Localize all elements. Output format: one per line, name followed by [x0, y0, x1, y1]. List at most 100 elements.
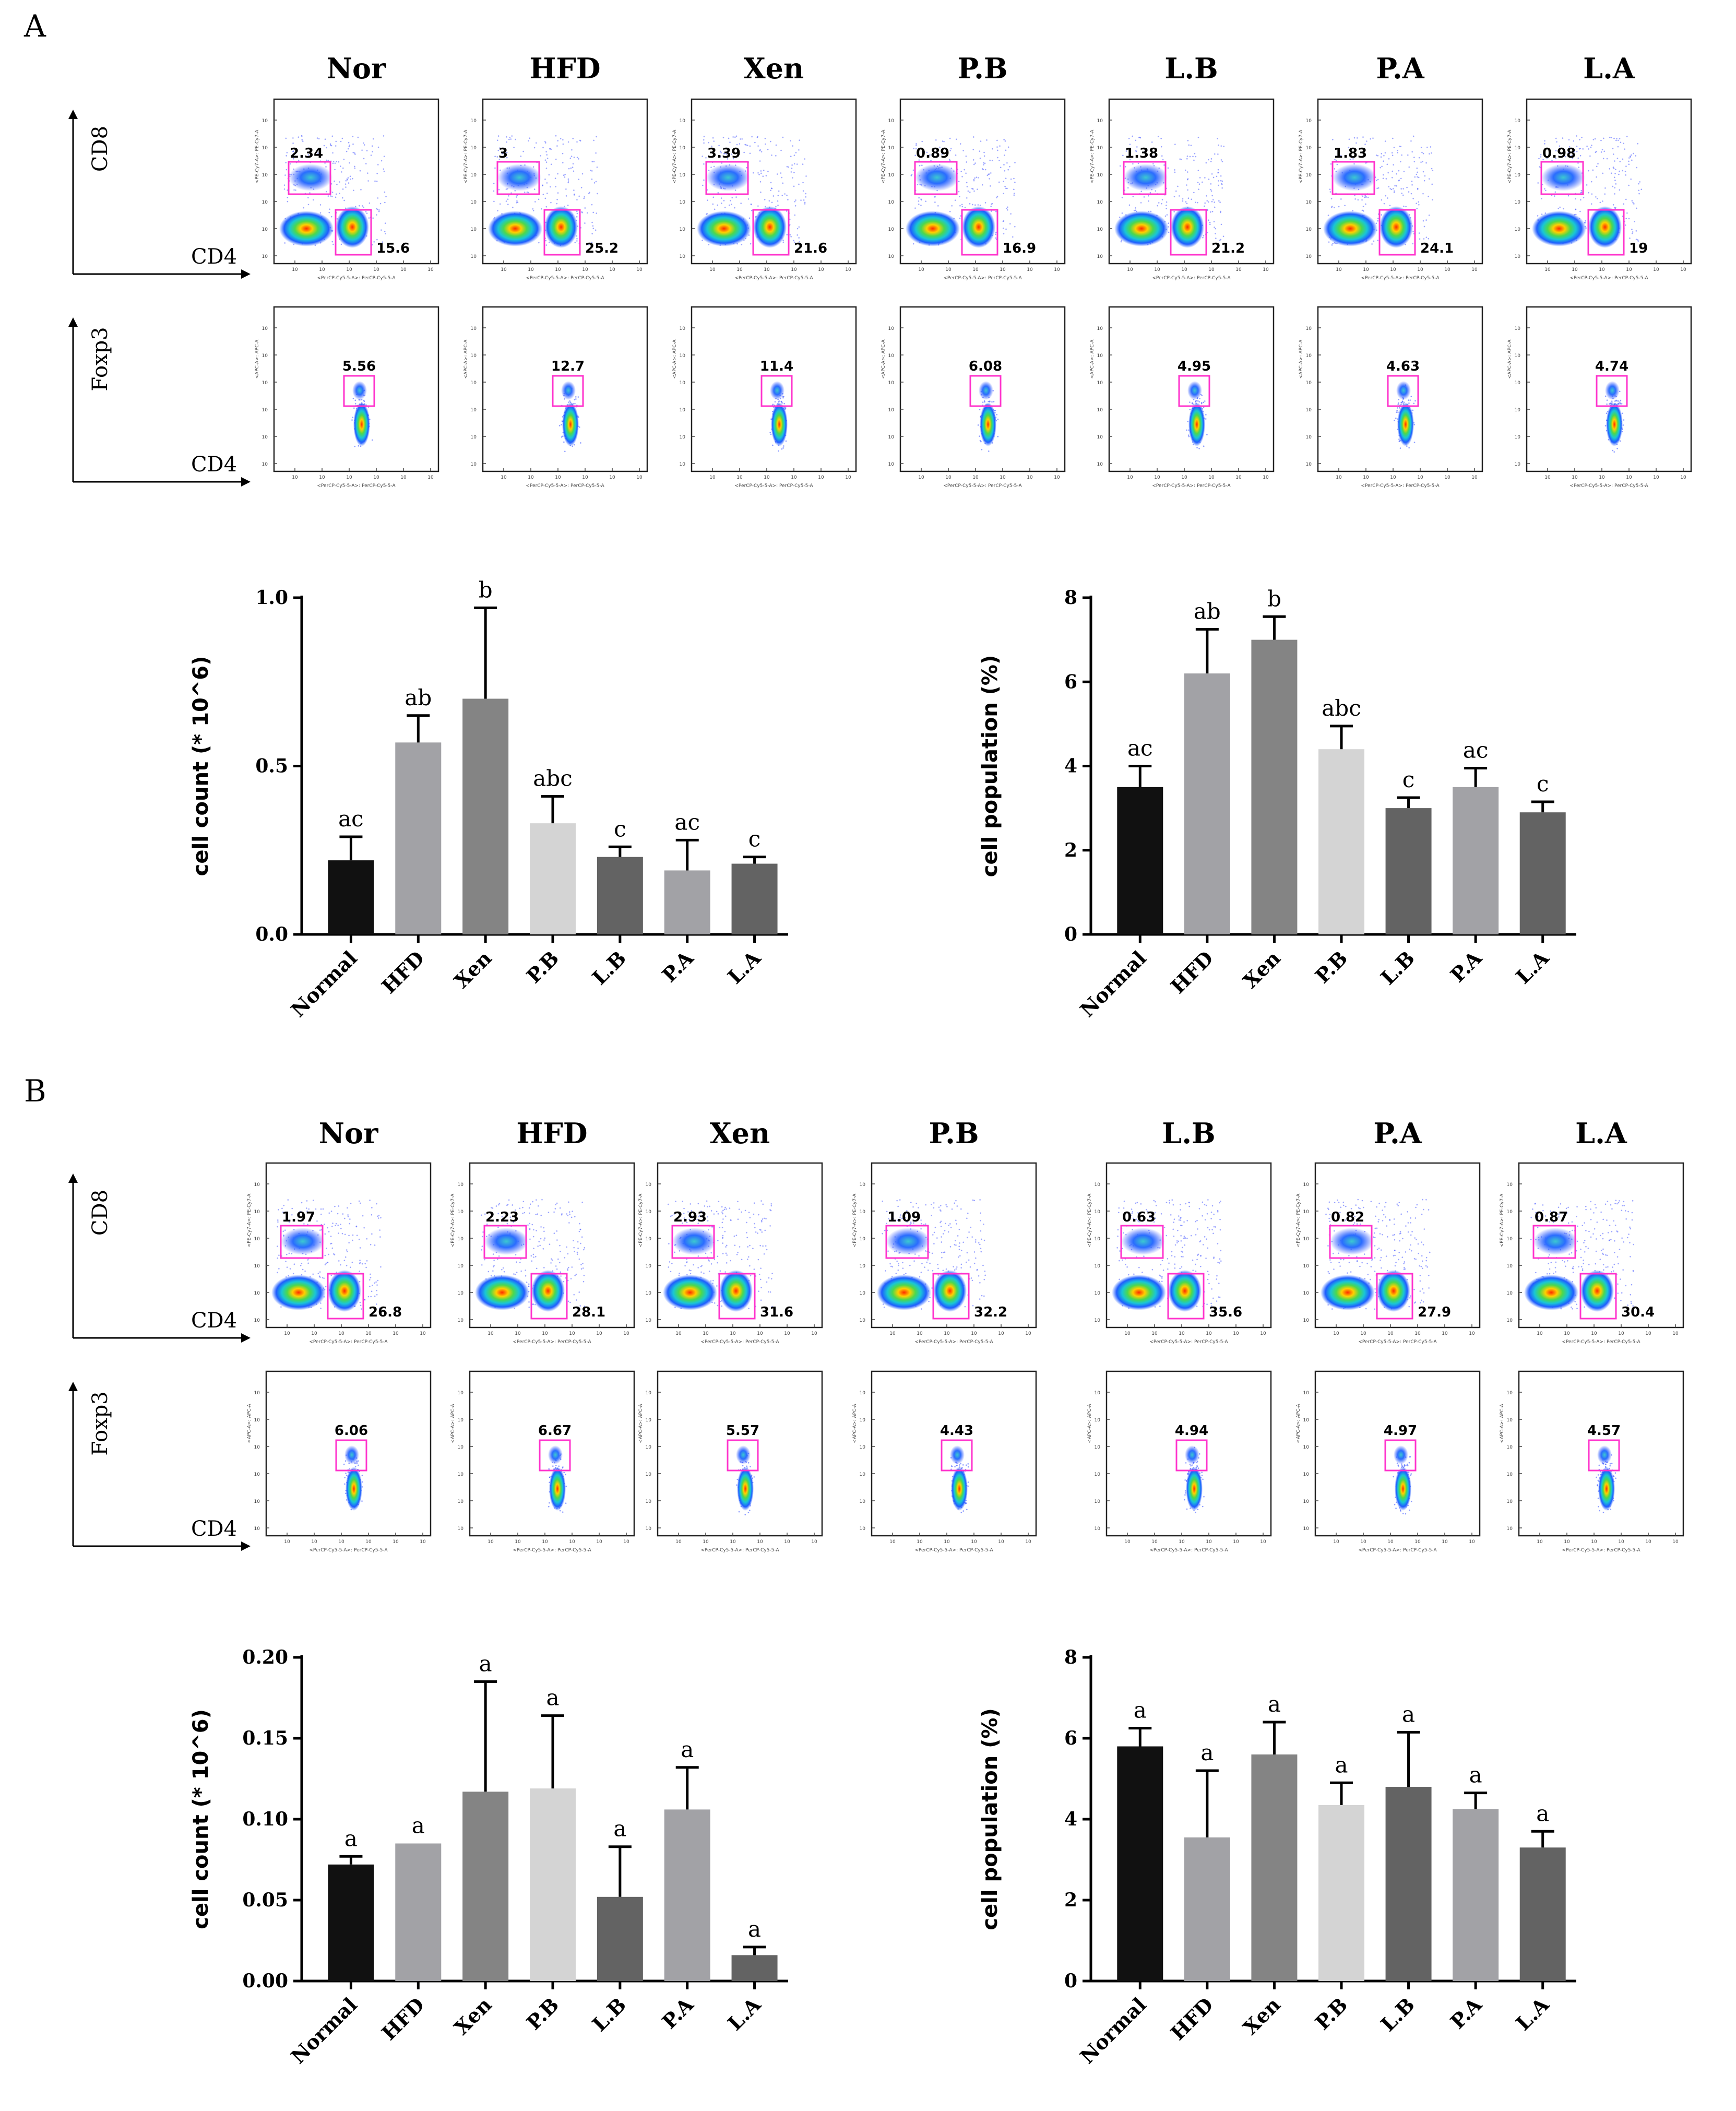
event-dot: [532, 1303, 534, 1305]
y-tick-label: 10: [458, 1445, 464, 1450]
cd4-foxp3-negative-population: [346, 1467, 362, 1511]
event-dot: [553, 1211, 555, 1213]
event-dot: [950, 148, 952, 150]
event-dot: [564, 176, 566, 178]
event-dot: [340, 165, 341, 167]
event-dot: [741, 1259, 743, 1261]
event-dot: [376, 208, 377, 210]
x-tick-label: 10: [569, 1331, 575, 1336]
event-dot: [593, 139, 594, 141]
event-dot: [575, 398, 577, 400]
event-dot: [765, 143, 766, 145]
event-dot: [353, 189, 354, 192]
event-dot: [1195, 156, 1197, 158]
event-dot: [959, 217, 961, 219]
event-dot: [1628, 184, 1630, 186]
event-dot: [1616, 158, 1619, 159]
event-dot: [710, 167, 712, 168]
event-dot: [782, 136, 784, 138]
event-dot: [981, 168, 983, 170]
event-dot: [1197, 400, 1199, 402]
event-dot: [735, 196, 737, 198]
event-dot: [1187, 189, 1188, 191]
event-dot: [1383, 155, 1385, 157]
event-dot: [554, 1208, 556, 1209]
event-dot: [1580, 191, 1583, 193]
y-tick-label: 10: [1306, 353, 1312, 359]
y-tick-label: 10: [1515, 173, 1521, 178]
event-dot: [499, 203, 501, 205]
event-dot: [1166, 201, 1168, 203]
event-dot: [1588, 170, 1589, 172]
cd4-foxp3-negative-population: [562, 402, 579, 446]
event-dot: [338, 1260, 340, 1262]
event-dot: [1162, 159, 1164, 161]
event-dot: [568, 1201, 569, 1203]
x-tick-label: 10: [1417, 267, 1423, 272]
event-dot: [1204, 177, 1206, 179]
flow-x-axis-label: <PerCP-Cy5-5-A>: PerCP-Cy5-5-A: [513, 1339, 591, 1345]
event-dot: [383, 168, 385, 170]
y-tick-label: 10: [1306, 462, 1312, 467]
x-tick-label: 10: [675, 1331, 682, 1336]
event-dot: [1355, 142, 1357, 144]
event-dot: [1331, 244, 1333, 246]
flow-x-axis-label: <PerCP-Cy5-5-A>: PerCP-Cy5-5-A: [1152, 483, 1231, 489]
event-dot: [1013, 194, 1015, 196]
event-dot: [718, 145, 720, 147]
event-dot: [720, 152, 722, 153]
event-dot: [793, 155, 795, 156]
event-dot: [1625, 174, 1626, 176]
event-dot: [1419, 238, 1421, 240]
event-dot: [565, 1502, 567, 1504]
x-tick-label: 10: [1544, 267, 1551, 272]
event-dot: [513, 1273, 515, 1275]
event-dot: [584, 207, 586, 209]
event-dot: [307, 1262, 309, 1264]
event-dot: [756, 136, 758, 138]
event-dot: [559, 1207, 561, 1209]
event-dot: [363, 142, 364, 144]
event-dot: [1161, 203, 1162, 205]
event-dot: [1380, 167, 1381, 169]
event-dot: [349, 144, 351, 146]
event-dot: [306, 1200, 308, 1202]
event-dot: [790, 156, 792, 157]
event-dot: [301, 1202, 303, 1204]
event-dot: [1135, 207, 1136, 209]
x-tick-label: 10: [528, 267, 534, 272]
event-dot: [993, 401, 995, 402]
event-dot: [370, 1296, 372, 1298]
event-dot: [977, 424, 979, 426]
event-dot: [750, 243, 752, 245]
event-dot: [962, 150, 964, 151]
y-tick-label: 10: [262, 200, 268, 205]
event-dot: [1626, 136, 1628, 137]
event-dot: [309, 192, 311, 194]
flow-y-axis-label: <APC-A>: APC-A: [1090, 339, 1095, 379]
event-dot: [941, 153, 943, 155]
event-dot: [575, 1273, 577, 1275]
event-dot: [1002, 228, 1004, 229]
event-dot: [576, 216, 578, 218]
treg-gate-percent: 4.63: [1386, 359, 1420, 374]
event-dot: [772, 404, 774, 406]
event-dot: [529, 137, 531, 139]
event-dot: [724, 207, 726, 208]
event-dot: [1005, 207, 1007, 209]
event-dot: [1634, 221, 1635, 222]
event-dot: [757, 145, 759, 147]
event-dot: [377, 146, 379, 148]
event-dot: [671, 1215, 673, 1216]
event-dot: [1567, 195, 1569, 197]
event-dot: [731, 204, 732, 205]
flow-y-axis-label: <APC-A>: APC-A: [255, 339, 260, 379]
event-dot: [778, 190, 780, 192]
event-dot: [364, 1263, 366, 1265]
event-dot: [1215, 228, 1217, 230]
event-dot: [540, 1226, 542, 1228]
event-dot: [1620, 141, 1622, 144]
cd8-axis-arrowhead-up: [68, 110, 78, 119]
x-tick-label: 10: [1599, 475, 1605, 480]
event-dot: [751, 209, 753, 211]
